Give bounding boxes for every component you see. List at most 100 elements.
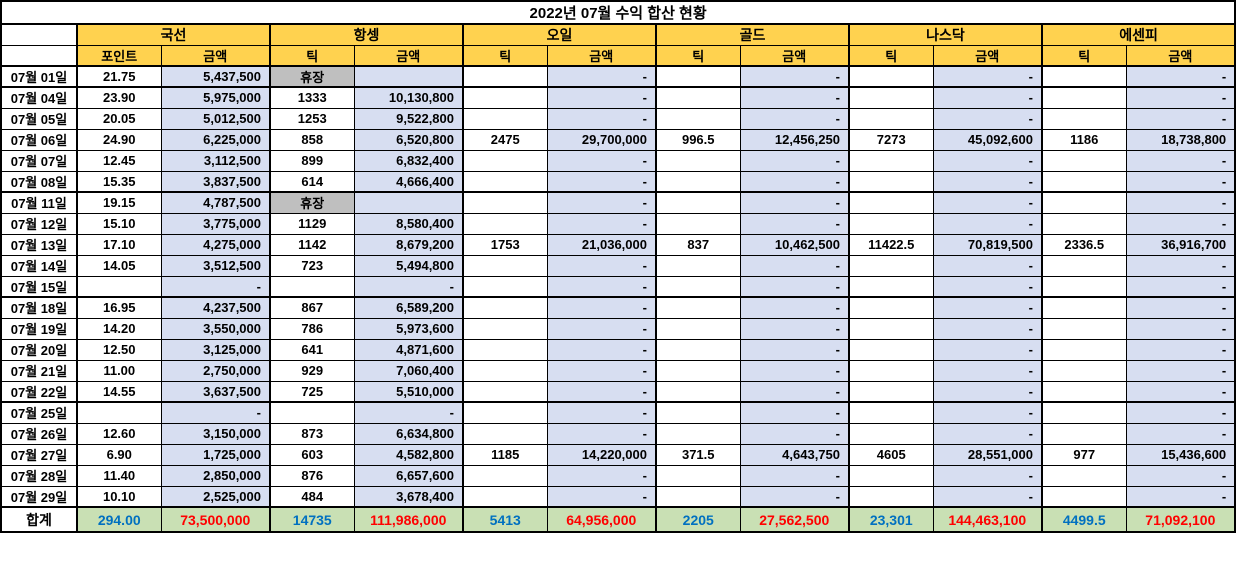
date-cell[interactable]: 07월 04일 (0, 86, 78, 109)
amount-cell[interactable]: 3,550,000 (160, 317, 271, 340)
group-header[interactable]: 항셍 (269, 23, 464, 46)
amount-cell[interactable]: - (546, 485, 657, 508)
amount-cell[interactable]: - (739, 212, 850, 235)
group-header[interactable]: 국선 (76, 23, 271, 46)
page-title[interactable]: 2022년 07월 수익 합산 현황 (0, 0, 1236, 25)
amount-cell[interactable]: - (739, 86, 850, 109)
amount-cell[interactable]: 36,916,700 (1125, 233, 1236, 256)
corner-cell-bottom[interactable] (0, 45, 78, 67)
tick-cell[interactable] (462, 149, 548, 172)
tick-cell[interactable] (462, 191, 548, 214)
amount-cell[interactable]: 4,643,750 (739, 443, 850, 466)
amount-cell[interactable]: 3,112,500 (160, 149, 271, 172)
amount-cell[interactable]: - (1125, 485, 1236, 508)
tick-cell[interactable]: 873 (269, 422, 355, 445)
tick-cell[interactable] (655, 338, 741, 361)
total-amount-cell[interactable]: 111,986,000 (353, 506, 464, 533)
tick-cell[interactable] (1041, 170, 1127, 193)
amount-cell[interactable]: 4,666,400 (353, 170, 464, 193)
amount-cell[interactable]: 4,582,800 (353, 443, 464, 466)
date-cell[interactable]: 07월 01일 (0, 65, 78, 88)
tick-cell[interactable]: 11422.5 (848, 233, 934, 256)
amount-cell[interactable]: 3,150,000 (160, 422, 271, 445)
column-header[interactable]: 틱 (848, 45, 934, 67)
tick-cell[interactable]: 1253 (269, 107, 355, 130)
amount-cell[interactable]: 3,775,000 (160, 212, 271, 235)
total-tick-cell[interactable]: 2205 (655, 506, 741, 533)
tick-cell[interactable]: 876 (269, 464, 355, 487)
amount-cell[interactable]: - (739, 317, 850, 340)
total-tick-cell[interactable]: 14735 (269, 506, 355, 533)
amount-cell[interactable]: - (932, 254, 1043, 277)
tick-cell[interactable] (462, 464, 548, 487)
tick-cell[interactable] (462, 485, 548, 508)
amount-cell[interactable]: - (932, 107, 1043, 130)
amount-cell[interactable]: 4,275,000 (160, 233, 271, 256)
amount-cell[interactable]: - (1125, 338, 1236, 361)
amount-cell[interactable]: - (1125, 401, 1236, 424)
tick-cell[interactable] (462, 422, 548, 445)
tick-cell[interactable]: 16.95 (76, 296, 162, 319)
tick-cell[interactable]: 12.45 (76, 149, 162, 172)
amount-cell[interactable]: - (932, 296, 1043, 319)
tick-cell[interactable] (848, 107, 934, 130)
amount-cell[interactable]: - (1125, 65, 1236, 88)
amount-cell[interactable] (353, 65, 464, 88)
tick-cell[interactable]: 1333 (269, 86, 355, 109)
date-cell[interactable]: 07월 11일 (0, 191, 78, 214)
amount-cell[interactable]: - (932, 338, 1043, 361)
column-header[interactable]: 금액 (160, 45, 271, 67)
tick-cell[interactable] (1041, 296, 1127, 319)
date-cell[interactable]: 07월 05일 (0, 107, 78, 130)
amount-cell[interactable]: 21,036,000 (546, 233, 657, 256)
tick-cell[interactable] (76, 401, 162, 424)
tick-cell[interactable] (848, 338, 934, 361)
amount-cell[interactable]: 6,589,200 (353, 296, 464, 319)
amount-cell[interactable]: 2,525,000 (160, 485, 271, 508)
tick-cell[interactable] (655, 422, 741, 445)
tick-cell[interactable] (1041, 359, 1127, 382)
tick-cell[interactable] (848, 485, 934, 508)
tick-cell[interactable] (655, 464, 741, 487)
tick-cell[interactable]: 17.10 (76, 233, 162, 256)
amount-cell[interactable]: - (932, 149, 1043, 172)
date-cell[interactable]: 07월 15일 (0, 275, 78, 298)
amount-cell[interactable]: 4,787,500 (160, 191, 271, 214)
amount-cell[interactable]: 3,637,500 (160, 380, 271, 403)
column-header[interactable]: 금액 (739, 45, 850, 67)
date-cell[interactable]: 07월 06일 (0, 128, 78, 151)
tick-cell[interactable] (462, 275, 548, 298)
amount-cell[interactable]: - (932, 212, 1043, 235)
tick-cell[interactable] (462, 170, 548, 193)
date-cell[interactable]: 07월 21일 (0, 359, 78, 382)
tick-cell[interactable] (1041, 485, 1127, 508)
tick-cell[interactable] (655, 275, 741, 298)
amount-cell[interactable]: - (546, 149, 657, 172)
tick-cell[interactable]: 929 (269, 359, 355, 382)
amount-cell[interactable]: 7,060,400 (353, 359, 464, 382)
amount-cell[interactable]: - (932, 464, 1043, 487)
tick-cell[interactable] (848, 422, 934, 445)
amount-cell[interactable]: 14,220,000 (546, 443, 657, 466)
market-closed-cell[interactable]: 휴장 (269, 191, 355, 214)
tick-cell[interactable] (462, 86, 548, 109)
amount-cell[interactable]: 5,510,000 (353, 380, 464, 403)
tick-cell[interactable]: 12.60 (76, 422, 162, 445)
tick-cell[interactable] (655, 359, 741, 382)
column-header[interactable]: 틱 (462, 45, 548, 67)
amount-cell[interactable]: - (1125, 86, 1236, 109)
tick-cell[interactable]: 786 (269, 317, 355, 340)
date-cell[interactable]: 07월 28일 (0, 464, 78, 487)
amount-cell[interactable]: - (546, 86, 657, 109)
amount-cell[interactable]: - (1125, 212, 1236, 235)
tick-cell[interactable] (848, 212, 934, 235)
tick-cell[interactable]: 1129 (269, 212, 355, 235)
amount-cell[interactable]: - (546, 254, 657, 277)
tick-cell[interactable] (848, 254, 934, 277)
tick-cell[interactable] (269, 275, 355, 298)
date-cell[interactable]: 07월 25일 (0, 401, 78, 424)
amount-cell[interactable]: 3,512,500 (160, 254, 271, 277)
tick-cell[interactable]: 723 (269, 254, 355, 277)
amount-cell[interactable]: - (932, 275, 1043, 298)
amount-cell[interactable]: 1,725,000 (160, 443, 271, 466)
